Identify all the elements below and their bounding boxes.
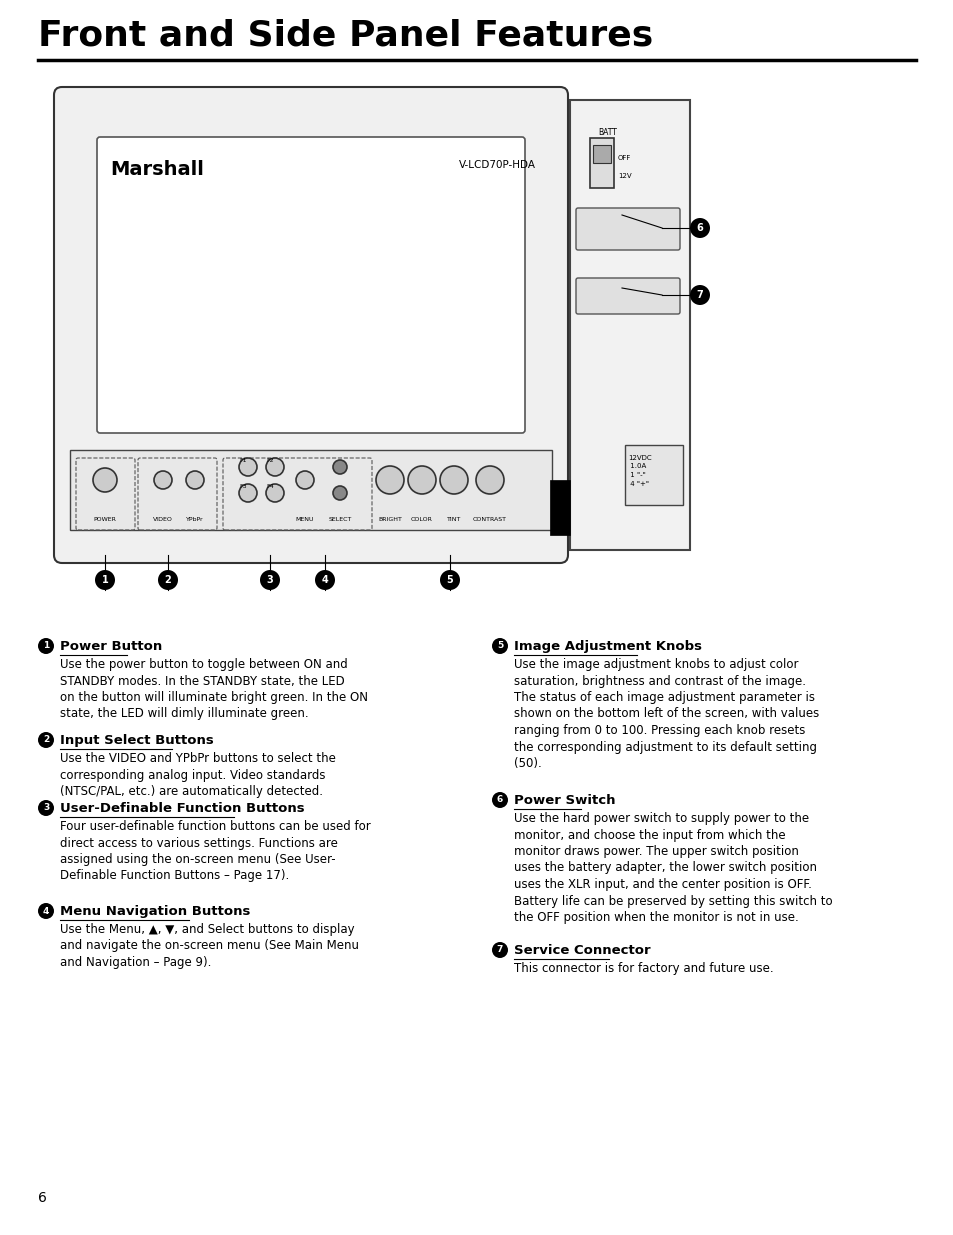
Text: 5: 5 [446,576,453,585]
Text: F4: F4 [266,484,274,489]
Text: OFF: OFF [618,156,631,161]
Circle shape [689,285,709,305]
FancyBboxPatch shape [54,86,567,563]
Text: 7: 7 [696,290,702,300]
Text: POWER: POWER [93,517,116,522]
Circle shape [38,732,54,748]
Text: Use the VIDEO and YPbPr buttons to select the
corresponding analog input. Video : Use the VIDEO and YPbPr buttons to selec… [60,752,335,798]
Bar [550,480,569,535]
Circle shape [266,458,284,475]
Text: MENU: MENU [295,517,314,522]
Text: This connector is for factory and future use.: This connector is for factory and future… [514,962,773,974]
Text: Four user-definable function buttons can be used for
direct access to various se: Four user-definable function buttons can… [60,820,371,883]
Circle shape [314,571,335,590]
Text: 12V: 12V [618,173,631,179]
FancyBboxPatch shape [576,207,679,249]
Text: 3: 3 [43,804,49,813]
Text: CONTRAST: CONTRAST [473,517,506,522]
Circle shape [266,484,284,501]
Text: BRIGHT: BRIGHT [377,517,401,522]
Circle shape [492,792,507,808]
Circle shape [492,942,507,958]
Circle shape [439,466,468,494]
Text: VIDEO: VIDEO [152,517,172,522]
Circle shape [92,468,117,492]
Text: F1: F1 [239,458,247,463]
Text: Power Button: Power Button [60,640,162,653]
Text: F3: F3 [239,484,247,489]
Text: Use the Menu, ▲, ▼, and Select buttons to display
and navigate the on-screen men: Use the Menu, ▲, ▼, and Select buttons t… [60,923,358,969]
Circle shape [186,471,204,489]
Bar [589,138,614,188]
Text: Front and Side Panel Features: Front and Side Panel Features [38,19,653,52]
Text: 6: 6 [696,224,702,233]
Circle shape [153,471,172,489]
Text: COLOR: COLOR [411,517,433,522]
Circle shape [239,458,256,475]
Circle shape [38,903,54,919]
Circle shape [333,487,347,500]
Text: 6: 6 [497,795,502,804]
Circle shape [439,571,459,590]
Circle shape [689,219,709,238]
Circle shape [38,638,54,655]
Text: 12VDC
 1.0A
 1 "-"
 4 "+": 12VDC 1.0A 1 "-" 4 "+" [627,454,651,487]
Text: 5: 5 [497,641,502,651]
Text: Marshall: Marshall [110,161,204,179]
Text: Use the hard power switch to supply power to the
monitor, and choose the input f: Use the hard power switch to supply powe… [514,811,832,924]
Text: 2: 2 [43,736,49,745]
Bar [593,144,610,163]
Text: Use the image adjustment knobs to adjust color
saturation, brightness and contra: Use the image adjustment knobs to adjust… [514,658,819,769]
Circle shape [158,571,178,590]
Circle shape [38,800,54,816]
FancyBboxPatch shape [576,278,679,314]
Bar [624,445,682,505]
Text: YPbPr: YPbPr [186,517,204,522]
Text: Menu Navigation Buttons: Menu Navigation Buttons [60,905,250,918]
Bar [569,100,689,550]
Text: TINT: TINT [446,517,460,522]
Circle shape [375,466,403,494]
Text: 4: 4 [321,576,328,585]
Text: 1: 1 [102,576,109,585]
Text: Input Select Buttons: Input Select Buttons [60,734,213,747]
Circle shape [476,466,503,494]
Text: V-LCD70P-HDA: V-LCD70P-HDA [458,161,536,170]
Text: 2: 2 [165,576,172,585]
Circle shape [295,471,314,489]
Circle shape [492,638,507,655]
FancyBboxPatch shape [97,137,524,433]
Text: 4: 4 [43,906,50,915]
Circle shape [239,484,256,501]
Text: User-Definable Function Buttons: User-Definable Function Buttons [60,802,304,815]
Text: Power Switch: Power Switch [514,794,615,806]
Circle shape [260,571,280,590]
Text: SELECT: SELECT [328,517,352,522]
Bar [70,450,552,530]
Circle shape [95,571,115,590]
Text: 6: 6 [38,1191,47,1205]
Text: BATT: BATT [598,128,617,137]
Text: F2: F2 [266,458,274,463]
Text: 1: 1 [43,641,49,651]
Text: Service Connector: Service Connector [514,944,650,957]
Text: Image Adjustment Knobs: Image Adjustment Knobs [514,640,701,653]
Circle shape [408,466,436,494]
Text: 7: 7 [497,946,502,955]
Circle shape [333,459,347,474]
Text: 3: 3 [266,576,274,585]
Text: Use the power button to toggle between ON and
STANDBY modes. In the STANDBY stat: Use the power button to toggle between O… [60,658,368,720]
